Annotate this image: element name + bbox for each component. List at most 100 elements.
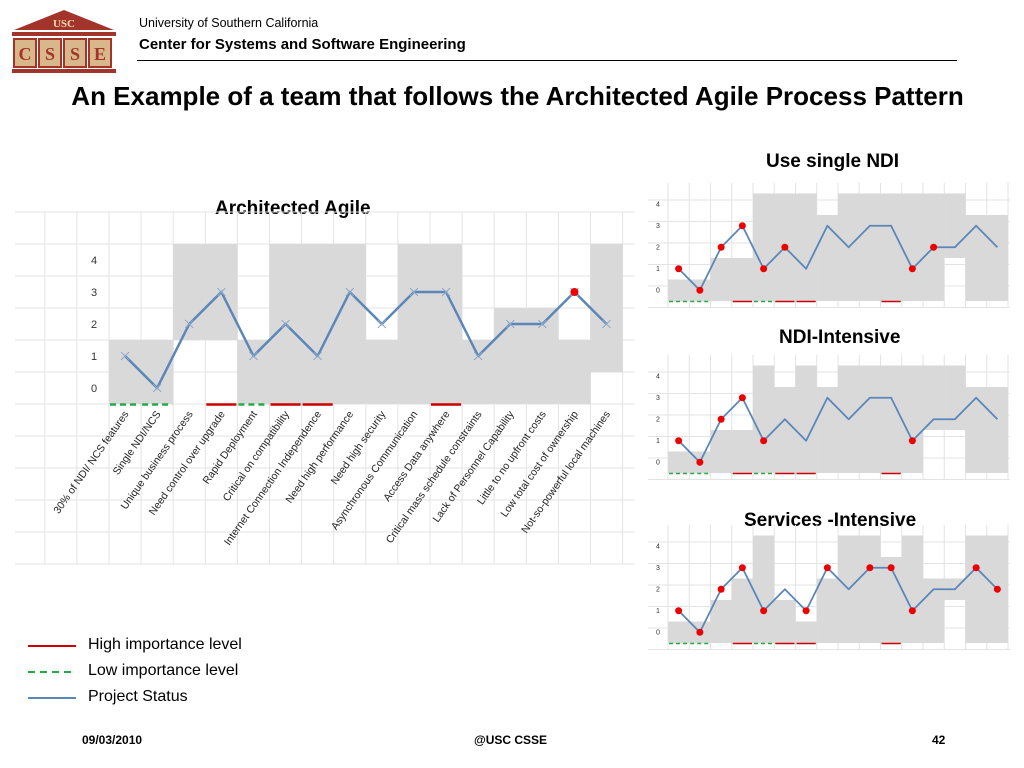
highlight-dot	[675, 607, 683, 615]
highlight-dot	[738, 394, 746, 402]
status-point	[345, 287, 355, 297]
y-tick-label: 4	[656, 374, 660, 381]
status-band	[944, 193, 966, 258]
status-band	[710, 600, 732, 643]
legend-label-low: Low importance level	[88, 662, 239, 679]
y-tick-label: 2	[656, 417, 660, 424]
status-band	[141, 340, 174, 404]
usc-csse-logo: USC C S S E	[12, 10, 116, 73]
highlight-dot	[781, 243, 789, 251]
status-band	[774, 387, 796, 473]
y-tick-label: 0	[91, 383, 97, 395]
y-tick-label: 1	[91, 351, 97, 363]
highlight-dot	[993, 585, 1001, 593]
chart-title-single-ndi: Use single NDI	[766, 151, 900, 172]
chart-title-architected-agile: Architected Agile	[215, 198, 371, 219]
status-band	[365, 340, 398, 404]
status-band	[731, 258, 753, 301]
highlight-dot	[908, 437, 916, 445]
status-band	[301, 244, 334, 404]
y-tick-label: 3	[91, 287, 97, 299]
status-band	[795, 621, 817, 643]
status-band	[109, 340, 142, 404]
status-band	[816, 215, 838, 301]
status-band	[816, 387, 838, 473]
footer-date: 09/03/2010	[82, 733, 143, 747]
highlight-dot	[717, 585, 725, 593]
status-band	[237, 340, 270, 404]
highlight-dot	[738, 222, 746, 230]
highlight-dot	[675, 265, 683, 273]
status-band	[795, 193, 817, 301]
status-band	[923, 578, 945, 643]
logo-letter: E	[94, 44, 106, 64]
status-band	[965, 535, 987, 643]
status-band	[494, 308, 527, 404]
y-tick-label: 2	[91, 319, 97, 331]
logo-letter: S	[70, 44, 80, 64]
status-band	[880, 365, 902, 473]
status-band	[397, 244, 430, 404]
status-point	[120, 351, 130, 361]
chart-legend: High importance level Low importance lev…	[28, 636, 328, 716]
highlight-dot	[760, 265, 768, 273]
legend-label-status: Project Status	[88, 688, 188, 705]
highlight-dot	[930, 243, 938, 251]
status-band	[944, 365, 966, 430]
highlight-dot	[570, 288, 579, 296]
y-tick-label: 4	[91, 255, 97, 267]
highlight-dot	[717, 415, 725, 423]
logo-letter: S	[45, 44, 55, 64]
highlight-dot	[696, 286, 704, 294]
y-tick-label: 3	[656, 395, 660, 402]
highlight-dot	[887, 564, 895, 572]
y-tick-label: 3	[656, 223, 660, 230]
status-band	[710, 258, 732, 301]
highlight-dot	[972, 564, 980, 572]
services-intensive-chart: 0 1 2 3 4	[648, 524, 1010, 650]
footer-org: @USC CSSE	[474, 733, 548, 747]
logo-usc-text: USC	[53, 18, 75, 30]
logo-letter-boxes: C S S E	[13, 38, 112, 68]
status-band	[774, 600, 796, 643]
status-band	[923, 365, 945, 430]
status-band	[710, 430, 732, 473]
status-band	[986, 215, 1008, 301]
highlight-dot	[696, 628, 704, 636]
y-tick-label: 3	[656, 565, 660, 572]
highlight-dot	[802, 607, 810, 615]
status-line	[677, 566, 999, 634]
status-point	[216, 287, 226, 297]
status-point	[377, 319, 387, 329]
center-name: Center for Systems and Software Engineer…	[139, 36, 466, 53]
chart-title-services-intensive: Services -Intensive	[744, 510, 917, 531]
highlight-dot	[738, 564, 746, 572]
status-point	[537, 319, 547, 329]
university-name: University of Southern California	[139, 16, 319, 30]
slide-title: An Example of a team that follows the Ar…	[71, 81, 964, 111]
status-band	[753, 365, 775, 473]
status-band	[333, 244, 366, 404]
status-band	[558, 340, 591, 404]
y-tick-label: 4	[656, 202, 660, 209]
y-tick-label: 0	[656, 288, 660, 295]
status-band	[859, 535, 881, 643]
status-band	[668, 451, 690, 473]
status-line	[124, 290, 608, 390]
logo-beam	[12, 32, 116, 36]
status-band	[986, 387, 1008, 473]
status-band	[731, 430, 753, 473]
status-point	[602, 319, 611, 329]
status-band	[590, 244, 623, 372]
highlight-dot	[717, 243, 725, 251]
status-point	[505, 319, 515, 329]
status-band	[901, 365, 923, 473]
highlight-dot	[908, 607, 916, 615]
highlight-dot	[760, 607, 768, 615]
status-band	[430, 244, 463, 404]
status-band	[753, 193, 775, 301]
status-band	[880, 193, 902, 301]
legend-label-high: High importance level	[88, 636, 242, 653]
highlight-dot	[675, 437, 683, 445]
status-band	[462, 340, 495, 404]
